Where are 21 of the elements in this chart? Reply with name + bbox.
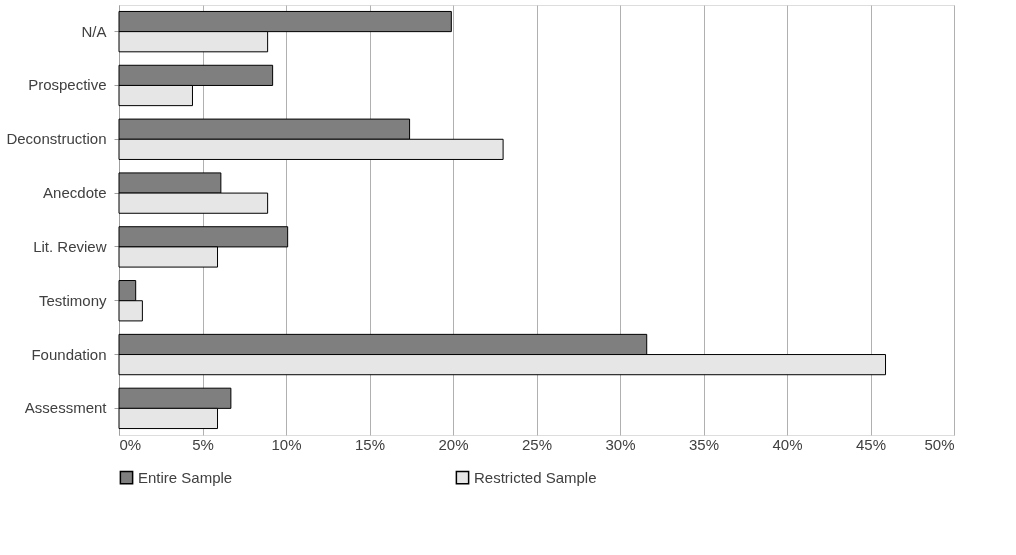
legend-label: Entire Sample bbox=[138, 468, 233, 486]
x-tick-label: 50% bbox=[924, 435, 955, 453]
legend-label: Restricted Sample bbox=[474, 468, 597, 486]
y-tick-label: Deconstruction bbox=[6, 130, 107, 148]
x-tick-label: 30% bbox=[605, 435, 636, 453]
x-tick-label: 40% bbox=[772, 435, 803, 453]
y-tick-label: Lit. Review bbox=[33, 237, 107, 255]
x-tick-label: 35% bbox=[688, 435, 720, 453]
y-tick-label: N/A bbox=[81, 22, 107, 40]
x-tick-label: 5% bbox=[192, 435, 214, 453]
x-tick-label: 20% bbox=[438, 435, 469, 453]
y-tick-label: Anecdote bbox=[43, 184, 107, 202]
y-tick-label: Assessment bbox=[24, 399, 108, 417]
x-tick-label: 25% bbox=[521, 435, 553, 453]
y-tick-label: Foundation bbox=[31, 345, 107, 363]
x-tick-label: 0% bbox=[119, 435, 142, 453]
x-tick-label: 10% bbox=[271, 435, 302, 453]
x-tick-label: 15% bbox=[354, 435, 386, 453]
y-tick-label: Testimony bbox=[38, 291, 107, 309]
x-tick-label: 45% bbox=[855, 435, 887, 453]
y-tick-label: Prospective bbox=[28, 76, 107, 94]
